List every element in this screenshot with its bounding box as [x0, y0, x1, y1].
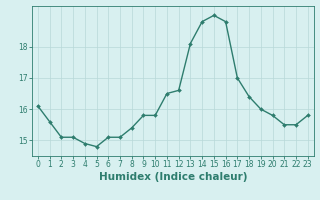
- X-axis label: Humidex (Indice chaleur): Humidex (Indice chaleur): [99, 172, 247, 182]
